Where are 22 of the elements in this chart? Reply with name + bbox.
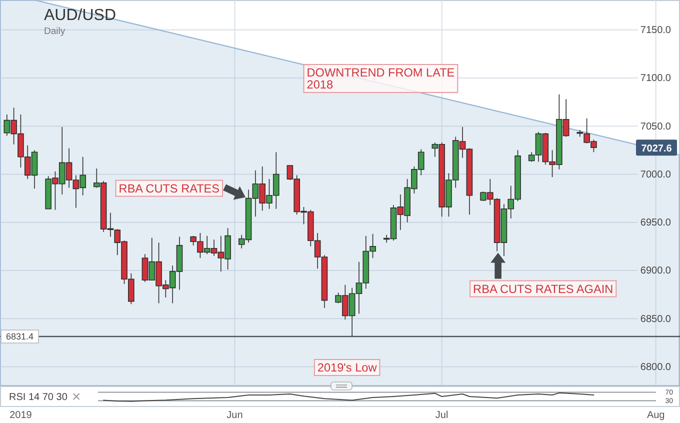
annotation: RBA CUTS RATES [118,181,220,196]
y-tick-label: 6850.0 [640,314,672,325]
y-tick-label: 7000.0 [640,169,672,180]
annotation: 7027.6 [641,143,672,154]
x-tick-label: Jun [226,410,243,422]
y-tick-label: 7150.0 [640,25,672,36]
candlestick [576,130,584,138]
x-tick-label: Jul [435,410,448,422]
y-tick-label: 6900.0 [640,266,672,277]
chart-title: AUD/USD [44,7,116,24]
text: Daily [44,26,66,37]
x-tick-label: 2019 [10,410,32,422]
ref-line-label: 6831.4 [6,332,34,342]
annotation: RBA CUTS RATES AGAIN [473,282,614,296]
x-tick-label: Aug [646,410,665,422]
y-tick-label: 7050.0 [640,121,672,132]
y-tick-label: 6950.0 [640,218,672,229]
y-tick-label: 6800.0 [640,362,672,373]
y-tick-label: 7100.0 [640,73,672,84]
annotation: 2019's Low [317,360,378,375]
text: RSI 14 70 30 [9,392,68,403]
line-series [103,392,594,402]
